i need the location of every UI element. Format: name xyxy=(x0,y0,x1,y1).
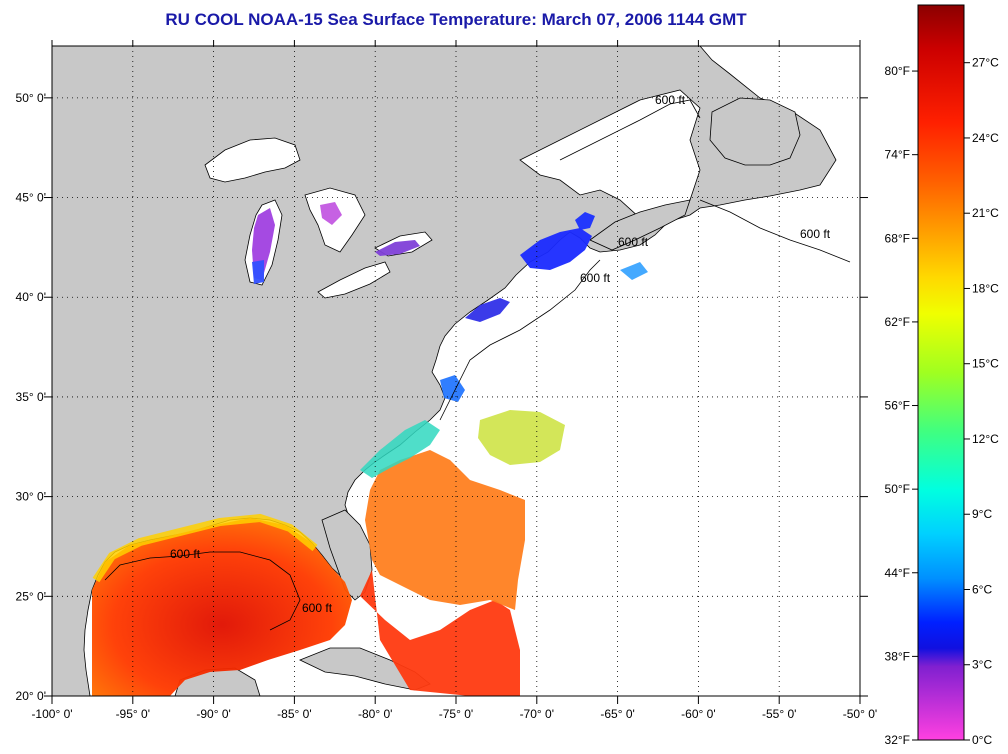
fahrenheit-label: 56°F xyxy=(885,399,910,413)
lat-label: 40° 0' xyxy=(16,290,46,304)
lon-label: -55° 0' xyxy=(762,707,796,721)
sst-lake-michigan-south xyxy=(252,260,264,284)
lat-label: 45° 0' xyxy=(16,191,46,205)
lon-label: -50° 0' xyxy=(843,707,877,721)
colorbar-labels: 27°C 24°C 21°C 18°C 15°C 12°C 9°C 6°C 3°C 0°C 80°F… xyxy=(885,56,1000,747)
lat-label: 20° 0' xyxy=(16,689,46,703)
sst-gulf-stream xyxy=(365,450,525,610)
fahrenheit-label: 50°F xyxy=(885,482,910,496)
celsius-label: 9°C xyxy=(972,507,992,521)
sst-gulf-coastal-band xyxy=(92,513,318,583)
contour-label: 600 ft xyxy=(580,271,611,285)
lake-superior xyxy=(204,137,301,183)
lat-label: 30° 0' xyxy=(16,490,46,504)
lon-label: -85° 0' xyxy=(277,707,311,721)
contour-label: 600 ft xyxy=(655,93,686,107)
lon-label: -65° 0' xyxy=(600,707,634,721)
fahrenheit-label: 80°F xyxy=(885,64,910,78)
lon-label: -60° 0' xyxy=(681,707,715,721)
fahrenheit-label: 68°F xyxy=(885,231,910,245)
contour-600ft-gulf xyxy=(104,551,301,631)
map-axes: -100° 0' -95° 0' -90° 0' -85° 0' -80° 0' -75°… xyxy=(16,40,877,721)
celsius-label: 15°C xyxy=(972,357,999,371)
lon-label: -75° 0' xyxy=(439,707,473,721)
contour-label: 600 ft xyxy=(302,601,333,615)
fahrenheit-label: 44°F xyxy=(885,566,910,580)
celsius-label: 12°C xyxy=(972,432,999,446)
fahrenheit-label: 32°F xyxy=(885,733,910,747)
graticule-grid xyxy=(52,46,860,696)
celsius-label: 18°C xyxy=(972,281,999,295)
land-nova-scotia xyxy=(589,199,691,251)
lat-label: 25° 0' xyxy=(16,589,46,603)
celsius-label: 3°C xyxy=(972,658,992,672)
sst-offshore-green xyxy=(478,410,565,465)
celsius-label: 6°C xyxy=(972,582,992,596)
sst-long-island-sound xyxy=(465,298,510,322)
lon-label: -90° 0' xyxy=(196,707,230,721)
land-newfoundland xyxy=(709,97,801,166)
contour-label: 600 ft xyxy=(800,227,831,241)
sst-gulf-of-maine xyxy=(520,228,592,270)
lon-label: -70° 0' xyxy=(520,707,554,721)
celsius-label: 24°C xyxy=(972,131,999,145)
fahrenheit-label: 74°F xyxy=(885,148,910,162)
lon-label: -80° 0' xyxy=(358,707,392,721)
colorbar xyxy=(917,4,965,741)
sst-georges-bank xyxy=(620,262,648,280)
celsius-label: 27°C xyxy=(972,56,999,70)
contour-600ft-atlantic xyxy=(439,259,601,421)
map-title: RU COOL NOAA-15 Sea Surface Temperature:… xyxy=(165,10,747,29)
sst-nova-scotia-shelf xyxy=(575,212,595,230)
contour-label: 600 ft xyxy=(170,547,201,561)
sst-lake-huron xyxy=(320,202,342,225)
contour-600ft-st-lawrence xyxy=(559,99,701,161)
fahrenheit-label: 62°F xyxy=(885,315,910,329)
fahrenheit-label: 38°F xyxy=(885,649,910,663)
lat-label: 35° 0' xyxy=(16,390,46,404)
sst-caribbean xyxy=(360,570,520,696)
sst-lake-erie xyxy=(375,240,420,256)
celsius-label: 0°C xyxy=(972,733,992,747)
contour-600ft-grand-banks xyxy=(699,199,851,263)
sst-gulf-of-mexico xyxy=(92,518,352,696)
lon-label: -100° 0' xyxy=(31,707,72,721)
sst-coastal-cyan xyxy=(360,420,440,478)
lon-label: -95° 0' xyxy=(116,707,150,721)
lake-erie xyxy=(317,261,391,299)
lat-label: 50° 0' xyxy=(16,91,46,105)
celsius-label: 21°C xyxy=(972,206,999,220)
contour-label: 600 ft xyxy=(618,235,649,249)
